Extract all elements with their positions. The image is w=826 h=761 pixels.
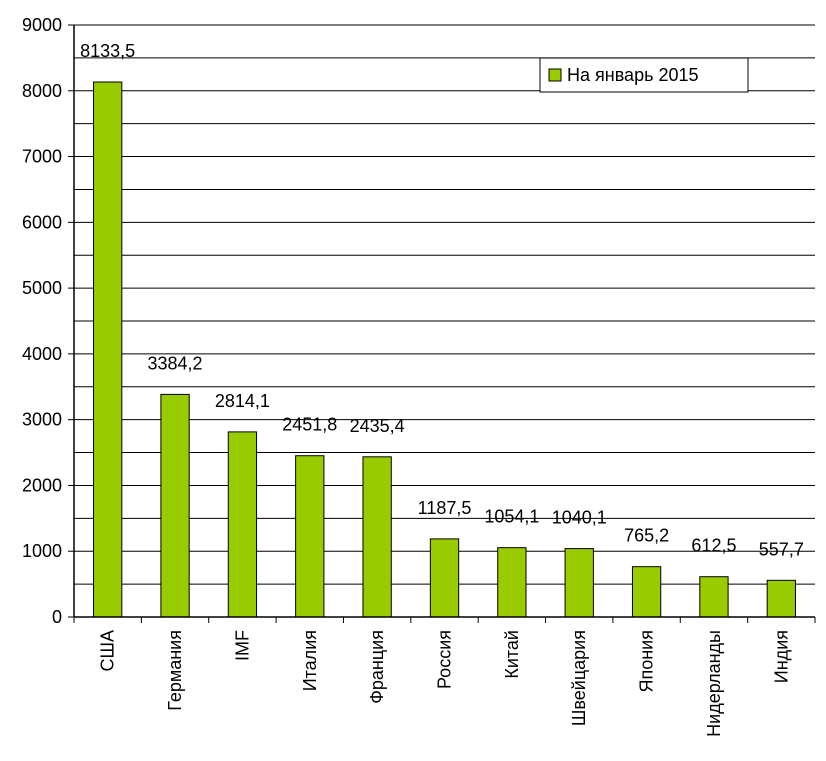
x-category-label: IMF xyxy=(232,630,252,661)
x-category-label: Китай xyxy=(502,630,522,679)
gridlines xyxy=(74,24,815,585)
bar xyxy=(362,456,392,618)
bar xyxy=(631,566,662,618)
bar xyxy=(497,547,527,618)
x-category-label: Швейцария xyxy=(569,630,589,726)
x-category-label: Нидерланды xyxy=(704,630,724,737)
y-tick-label: 7000 xyxy=(22,147,62,167)
legend-box xyxy=(539,57,749,93)
y-tick-label: 4000 xyxy=(22,344,62,364)
data-label: 1187,5 xyxy=(418,498,472,518)
data-label: 557,7 xyxy=(759,539,804,559)
bar xyxy=(160,393,190,618)
legend-label: На январь 2015 xyxy=(567,65,699,85)
data-label: 1040,1 xyxy=(552,508,607,528)
x-category-label: Франция xyxy=(367,630,387,704)
y-tick-label: 3000 xyxy=(22,410,62,430)
legend: На январь 2015 xyxy=(539,57,749,93)
bar xyxy=(227,431,258,618)
data-label: 8133,5 xyxy=(80,41,135,61)
y-tick-label: 1000 xyxy=(22,541,62,561)
legend-swatch-icon xyxy=(548,68,562,82)
bar xyxy=(766,579,796,618)
y-tick-label: 8000 xyxy=(22,81,62,101)
bar xyxy=(699,576,729,618)
y-tick-label: 2000 xyxy=(22,475,62,495)
data-label: 765,2 xyxy=(624,526,669,546)
bar xyxy=(93,81,123,618)
bar xyxy=(295,455,325,618)
bar xyxy=(429,538,460,618)
x-category-label: Индия xyxy=(771,630,791,683)
y-tick-label: 6000 xyxy=(22,212,62,232)
x-category-label: США xyxy=(98,630,118,672)
x-axis-category-labels: США Германия IMF Италия Франция Россия Китай Шв… xyxy=(98,630,792,737)
data-label: 1054,1 xyxy=(484,507,539,527)
data-labels: 8133,5 3384,2 2814,1 2451,8 2435,4 1187,5 1054… xyxy=(80,41,804,559)
y-axis-tick-labels: 0 1000 2000 3000 4000 5000 6000 7000 8000 9000 xyxy=(22,15,62,627)
y-tick-label: 9000 xyxy=(22,15,62,35)
data-label: 2451,8 xyxy=(282,415,337,435)
x-category-label: Германия xyxy=(165,630,185,711)
y-tick-label: 5000 xyxy=(22,278,62,298)
axes xyxy=(68,24,816,623)
y-tick-label: 0 xyxy=(52,607,62,627)
data-label: 2435,4 xyxy=(350,416,405,436)
x-category-label: Италия xyxy=(300,630,320,691)
bar xyxy=(564,548,594,618)
data-label: 612,5 xyxy=(691,536,736,556)
data-label: 3384,2 xyxy=(148,353,203,373)
data-label: 2814,1 xyxy=(215,391,270,411)
x-category-label: Япония xyxy=(637,630,657,693)
bars xyxy=(93,81,796,618)
x-category-label: Россия xyxy=(435,630,455,689)
